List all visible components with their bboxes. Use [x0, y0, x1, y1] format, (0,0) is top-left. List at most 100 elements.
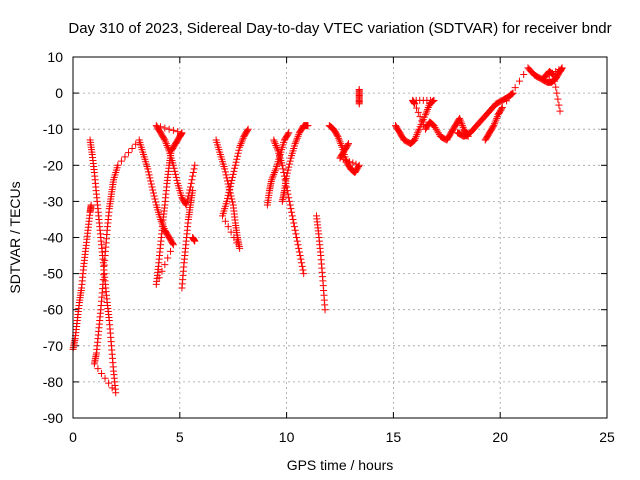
data-point	[413, 131, 421, 139]
data-point	[284, 130, 292, 138]
data-point	[286, 201, 294, 209]
data-point	[160, 135, 168, 143]
data-point	[336, 138, 344, 146]
data-point	[492, 116, 500, 124]
data-point	[147, 180, 155, 188]
data-point	[349, 159, 357, 167]
data-point	[164, 254, 172, 262]
data-point	[291, 140, 299, 148]
data-point	[456, 116, 464, 124]
data-point	[147, 177, 155, 185]
data-point	[234, 149, 242, 157]
data-point	[552, 67, 560, 75]
data-point	[268, 176, 276, 184]
data-point	[231, 164, 239, 172]
data-point	[511, 84, 519, 92]
data-point	[281, 176, 289, 184]
data-point	[413, 104, 421, 112]
data-point	[229, 170, 237, 178]
data-point	[283, 169, 291, 177]
data-point	[421, 111, 429, 119]
data-point	[295, 244, 303, 252]
data-point	[290, 223, 298, 231]
y-tick-label: -40	[43, 230, 63, 246]
data-point	[548, 70, 556, 78]
y-tick-label: -30	[43, 193, 63, 209]
data-point	[162, 138, 170, 146]
data-point	[146, 174, 154, 182]
data-point	[285, 163, 293, 171]
data-point	[268, 174, 276, 182]
data-point	[228, 173, 236, 181]
data-points	[69, 64, 566, 397]
data-point	[236, 244, 244, 252]
data-point	[151, 195, 159, 203]
data-point	[105, 379, 113, 387]
data-point	[157, 217, 165, 225]
data-point	[233, 155, 241, 163]
data-point	[164, 145, 172, 153]
data-point	[238, 136, 246, 144]
data-point	[554, 95, 562, 103]
data-point	[164, 143, 172, 151]
x-tick-label: 5	[176, 429, 184, 445]
data-point	[550, 71, 558, 79]
data-point	[549, 70, 557, 78]
data-point	[172, 170, 180, 178]
data-point	[508, 90, 516, 98]
data-point	[128, 144, 136, 152]
y-tick-label: -20	[43, 157, 63, 173]
data-point	[285, 129, 293, 137]
data-point	[551, 77, 559, 85]
data-point	[285, 197, 293, 205]
data-point	[158, 267, 166, 275]
data-point	[108, 384, 116, 392]
data-point	[432, 125, 440, 133]
data-point	[271, 140, 279, 148]
data-point	[352, 160, 360, 168]
data-point	[292, 138, 300, 146]
data-point	[489, 123, 497, 131]
data-point	[293, 136, 301, 144]
data-point	[290, 219, 298, 227]
data-point	[186, 183, 194, 191]
y-axis-label: SDTVAR / TECUs	[7, 181, 23, 293]
data-point	[515, 77, 523, 85]
data-point	[434, 129, 442, 137]
data-point	[552, 83, 560, 91]
data-point	[114, 161, 122, 169]
data-point	[169, 161, 177, 169]
data-point	[190, 165, 198, 173]
data-point	[112, 389, 120, 397]
data-point	[298, 262, 306, 270]
data-point	[171, 167, 179, 175]
data-point	[221, 217, 229, 225]
data-point	[414, 127, 422, 135]
data-point	[144, 168, 152, 176]
data-point	[231, 161, 239, 169]
data-point	[284, 166, 292, 174]
data-point	[227, 192, 235, 200]
y-tick-label: 10	[47, 49, 63, 65]
data-point	[458, 120, 466, 128]
data-point	[284, 190, 292, 198]
data-point	[553, 89, 561, 97]
data-point	[298, 259, 306, 267]
data-point	[150, 192, 158, 200]
data-point	[224, 194, 232, 202]
data-point	[121, 153, 129, 161]
data-point	[459, 123, 467, 131]
data-point	[288, 208, 296, 216]
data-point	[283, 187, 291, 195]
data-point	[430, 122, 438, 130]
data-point	[184, 195, 192, 203]
data-point	[333, 131, 341, 139]
data-point	[457, 118, 465, 126]
data-point	[288, 212, 296, 220]
data-point	[228, 195, 236, 203]
data-point	[227, 179, 235, 187]
data-point	[295, 131, 303, 139]
data-point	[224, 223, 232, 231]
data-point	[433, 127, 441, 135]
data-point	[232, 158, 240, 166]
